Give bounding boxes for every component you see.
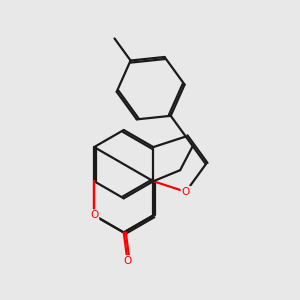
Text: O: O [182,187,190,197]
Text: O: O [90,210,98,220]
Text: O: O [123,256,132,266]
